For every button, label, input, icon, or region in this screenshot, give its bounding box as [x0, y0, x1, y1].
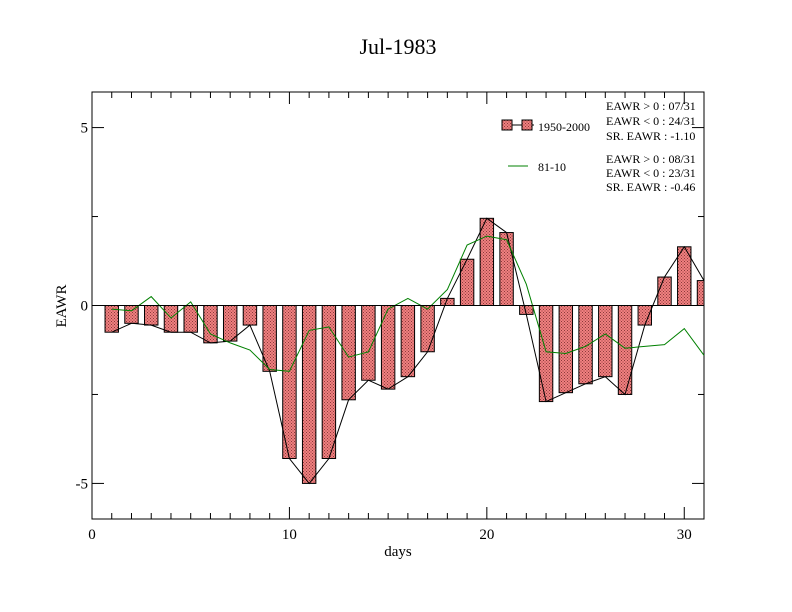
bar-day-3: [144, 305, 159, 326]
y-tick-label--5: -5: [76, 476, 89, 492]
bar-day-28: [637, 305, 652, 326]
bar-day-27: [617, 305, 633, 395]
bars-layer: [104, 217, 705, 484]
bar-day-17: [420, 305, 435, 353]
x-tick-label-10: 10: [282, 527, 297, 543]
bar-day-31: [696, 280, 705, 307]
series-line-1950-2000: [111, 217, 705, 485]
bar-day-29: [657, 276, 672, 306]
stat-1950-2000-sr: SR. EAWR : -1.10: [606, 129, 695, 143]
axes-layer: 0 10 20 30 5 0 -5: [76, 92, 705, 543]
stat-1950-2000-positive: EAWR > 0 : 07/31: [606, 99, 696, 113]
x-tick-label-30: 30: [677, 527, 692, 543]
bar-day-7: [222, 305, 238, 342]
bar-day-13: [341, 305, 356, 401]
stat-1950-2000-negative: EAWR < 0 : 24/31: [606, 114, 696, 128]
y-tick-label-0: 0: [81, 299, 89, 315]
bar-day-8: [242, 305, 258, 326]
bar-day-20: [479, 217, 495, 306]
x-tick-label-20: 20: [479, 527, 494, 543]
bar-day-11: [301, 305, 317, 484]
bar-day-2: [124, 305, 139, 324]
y-tick-label-5: 5: [81, 121, 89, 137]
legend-bar-swatch-right: [521, 119, 533, 131]
bar-day-14: [361, 305, 376, 381]
x-axis-label: days: [384, 544, 412, 560]
bar-day-21: [499, 232, 514, 306]
stat-81-10-positive: EAWR > 0 : 08/31: [606, 152, 696, 166]
legend-bar-swatch-left: [501, 119, 513, 131]
chart-title: Jul-1983: [360, 34, 437, 59]
lines-layer: [111, 217, 705, 485]
legend: 1950-2000 81-10 EAWR > 0 : 07/31 EAWR < …: [501, 99, 696, 194]
bar-day-6: [203, 305, 218, 344]
legend-label-81-10: 81-10: [538, 160, 566, 174]
bar-day-23: [538, 305, 554, 403]
bar-day-16: [400, 305, 416, 378]
stat-81-10-sr: SR. EAWR : -0.46: [606, 180, 695, 194]
bar-day-25: [578, 305, 593, 385]
legend-label-1950-2000: 1950-2000: [538, 120, 590, 134]
bar-day-26: [598, 305, 613, 378]
bar-day-19: [459, 258, 475, 307]
y-axis-label: EAWR: [54, 285, 70, 328]
bar-day-12: [321, 305, 337, 460]
bar-day-24: [558, 305, 574, 394]
bar-day-4: [163, 305, 179, 333]
x-tick-label-0: 0: [88, 527, 96, 543]
series-line-81-10: [111, 235, 705, 372]
stat-81-10-negative: EAWR < 0 : 23/31: [606, 166, 696, 180]
